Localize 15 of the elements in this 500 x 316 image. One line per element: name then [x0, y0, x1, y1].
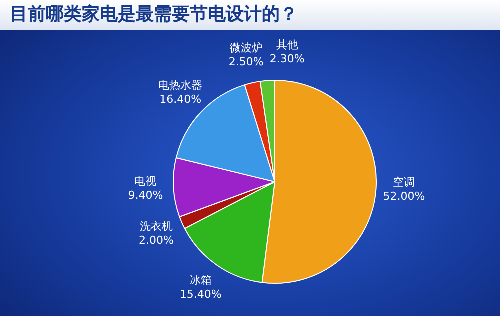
data-label: 15.40%	[180, 288, 222, 302]
data-label: 2.30%	[270, 52, 305, 66]
data-label: 52.00%	[383, 190, 426, 203]
data-label: 9.40%	[128, 189, 164, 202]
slice-label: 电热水器	[158, 79, 203, 92]
slice-label: 微波炉	[230, 42, 263, 55]
slice-label: 冰箱	[190, 274, 212, 288]
slice-label: 洗衣机	[140, 220, 173, 234]
chart-title: 目前哪类家电是最需要节电设计的？	[0, 0, 500, 30]
data-label: 16.40%	[160, 93, 202, 106]
data-label: 2.50%	[228, 56, 264, 69]
slice-label: 电视	[134, 175, 157, 188]
slice-label: 其他	[276, 38, 298, 52]
slice-label: 空调	[393, 176, 416, 189]
data-label: 2.00%	[139, 234, 174, 248]
